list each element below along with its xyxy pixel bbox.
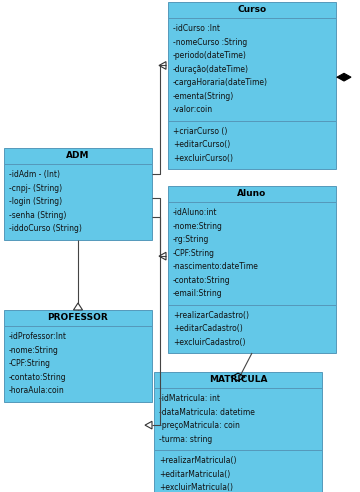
Text: -nome:String: -nome:String — [173, 222, 223, 231]
Text: MATRICULA: MATRICULA — [209, 375, 267, 385]
Text: -turma: string: -turma: string — [159, 435, 212, 444]
Text: +excluirCadastro(): +excluirCadastro() — [173, 338, 246, 347]
Text: -idProfessor:Int: -idProfessor:Int — [9, 332, 67, 341]
Text: +realizarCadastro(): +realizarCadastro() — [173, 311, 249, 320]
Text: +excluirMatricula(): +excluirMatricula() — [159, 483, 233, 492]
Text: -nomeCurso :String: -nomeCurso :String — [173, 38, 247, 47]
Text: -dataMatricula: datetime: -dataMatricula: datetime — [159, 408, 255, 417]
Text: +criarCurso (): +criarCurso () — [173, 127, 228, 136]
Text: -idAluno:int: -idAluno:int — [173, 208, 217, 217]
Text: -cnpj- (String): -cnpj- (String) — [9, 184, 62, 193]
Text: +editarCurso(): +editarCurso() — [173, 140, 230, 149]
Text: -login (String): -login (String) — [9, 197, 62, 206]
Bar — [168, 202, 336, 305]
Text: -preçoMatricula: coin: -preçoMatricula: coin — [159, 421, 240, 430]
Text: Aluno: Aluno — [237, 189, 267, 198]
Bar — [154, 372, 322, 388]
Bar — [168, 186, 336, 202]
Text: -iddoCurso (String): -iddoCurso (String) — [9, 224, 82, 233]
Text: -email:String: -email:String — [173, 289, 222, 298]
Text: -periodo(dateTime): -periodo(dateTime) — [173, 51, 247, 60]
Text: -contato:String: -contato:String — [9, 373, 67, 382]
Bar — [154, 388, 322, 450]
Text: -idAdm - (Int): -idAdm - (Int) — [9, 170, 60, 179]
Bar — [168, 121, 336, 169]
Polygon shape — [337, 73, 351, 81]
Bar — [4, 164, 152, 240]
Bar — [4, 148, 152, 164]
Text: -nome:String: -nome:String — [9, 346, 59, 355]
Bar — [168, 2, 336, 18]
Text: -CPF:String: -CPF:String — [173, 249, 215, 258]
Bar — [168, 305, 336, 353]
Text: +editarMatricula(): +editarMatricula() — [159, 470, 230, 479]
Text: +editarCadastro(): +editarCadastro() — [173, 324, 243, 333]
Text: -senha (String): -senha (String) — [9, 211, 66, 220]
Bar — [154, 450, 322, 492]
Text: -idMatricula: int: -idMatricula: int — [159, 394, 220, 403]
Polygon shape — [73, 303, 82, 310]
Bar — [168, 18, 336, 121]
Text: -valor:coin: -valor:coin — [173, 105, 213, 114]
Text: -cargaHoraria(dateTime): -cargaHoraria(dateTime) — [173, 78, 268, 87]
Text: -idCurso :Int: -idCurso :Int — [173, 24, 220, 33]
Text: -nascimento:dateTime: -nascimento:dateTime — [173, 262, 259, 271]
Text: -contato:String: -contato:String — [173, 276, 231, 285]
Text: -ementa(String): -ementa(String) — [173, 92, 234, 101]
Text: ADM: ADM — [66, 152, 90, 160]
Text: -rg:String: -rg:String — [173, 235, 210, 244]
Text: -horaAula:coin: -horaAula:coin — [9, 386, 65, 395]
Text: -duração(dateTime): -duração(dateTime) — [173, 65, 249, 74]
Text: PROFESSOR: PROFESSOR — [48, 313, 108, 322]
Text: +excluirCurso(): +excluirCurso() — [173, 154, 233, 163]
Text: -CPF:String: -CPF:String — [9, 359, 51, 368]
Text: +realizarMatricula(): +realizarMatricula() — [159, 456, 237, 465]
Text: Curso: Curso — [238, 5, 266, 14]
Bar — [4, 326, 152, 401]
Bar — [4, 310, 152, 326]
